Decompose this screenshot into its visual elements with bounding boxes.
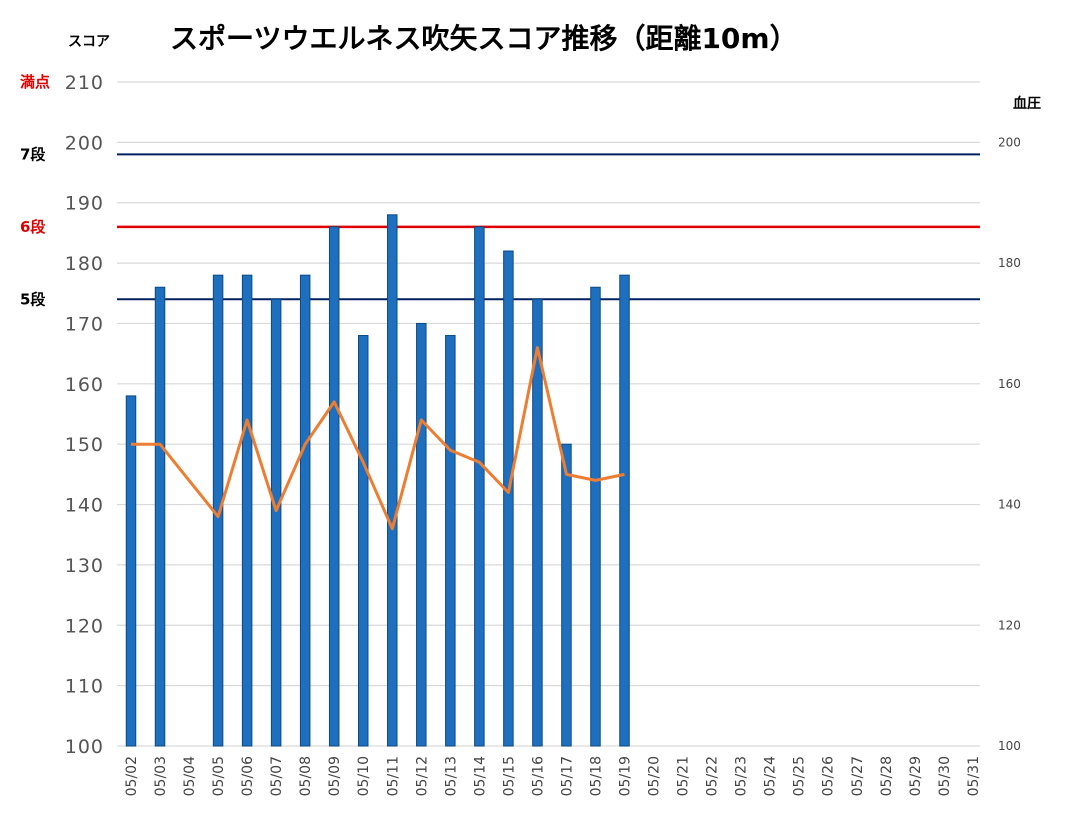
y2-tick-label: 120 xyxy=(998,618,1021,632)
reference-label: 6段 xyxy=(20,218,45,236)
x-tick-label: 05/09 xyxy=(327,756,343,796)
score-bar xyxy=(474,226,485,747)
score-bar xyxy=(590,286,601,747)
score-bar xyxy=(445,335,456,747)
right-axis-ticks: 100 120 140 160 180 200 xyxy=(998,135,1021,753)
reference-label: 5段 xyxy=(20,290,45,308)
y-tick-label: 130 xyxy=(65,555,104,577)
right-axis-title: 血圧 xyxy=(1013,95,1041,112)
x-tick-label: 05/26 xyxy=(821,756,837,796)
y-tick-label: 200 xyxy=(65,132,104,154)
score-bar xyxy=(561,443,572,747)
score-bar xyxy=(619,274,630,747)
x-tick-label: 05/15 xyxy=(501,756,517,796)
score-bar xyxy=(387,214,398,747)
left-axis-ticks: 100 110 120 130 140 150 160 170 180 190 200 210 xyxy=(65,72,104,758)
x-tick-label: 05/23 xyxy=(734,756,750,796)
x-tick-label: 05/11 xyxy=(385,756,401,796)
chart-title: スポーツウエルネス吹矢スコア推移（距離10m） xyxy=(170,22,798,55)
x-tick-label: 05/07 xyxy=(269,756,285,796)
y-tick-label: 150 xyxy=(65,434,104,456)
y-tick-label: 210 xyxy=(65,72,104,94)
x-tick-label: 05/04 xyxy=(182,756,198,796)
y-tick-label: 110 xyxy=(65,676,104,698)
y-tick-label: 190 xyxy=(65,193,104,215)
score-bar xyxy=(532,298,543,747)
score-bar xyxy=(270,298,282,747)
score-bar xyxy=(299,274,311,747)
y-tick-label: 120 xyxy=(65,615,104,637)
reference-lines: 満点 7段 6段 5段 xyxy=(20,73,980,308)
x-tick-label: 05/21 xyxy=(676,756,692,796)
x-tick-label: 05/10 xyxy=(356,756,372,796)
reference-label: 7段 xyxy=(20,145,45,163)
x-tick-label: 05/16 xyxy=(530,756,546,796)
score-bar xyxy=(503,250,514,747)
blood-pressure-series xyxy=(131,346,625,531)
y2-tick-label: 100 xyxy=(998,739,1021,753)
score-bar xyxy=(241,274,253,747)
x-tick-label: 05/30 xyxy=(937,756,953,796)
x-tick-label: 05/14 xyxy=(472,756,488,796)
y-tick-label: 170 xyxy=(65,313,104,335)
x-tick-label: 05/06 xyxy=(240,756,256,796)
x-tick-label: 05/28 xyxy=(879,756,895,796)
x-tick-label: 05/03 xyxy=(153,756,169,796)
score-bar xyxy=(328,226,340,747)
y2-tick-label: 200 xyxy=(998,135,1021,149)
x-tick-label: 05/24 xyxy=(763,756,779,796)
x-tick-label: 05/20 xyxy=(647,756,663,796)
x-tick-label: 05/13 xyxy=(443,756,459,796)
x-tick-label: 05/31 xyxy=(966,756,982,796)
x-tick-label: 05/25 xyxy=(792,756,808,796)
x-tick-label: 05/22 xyxy=(705,756,721,796)
left-axis-title: スコア xyxy=(68,34,110,50)
score-bar xyxy=(357,335,369,747)
x-tick-label: 05/08 xyxy=(298,756,314,796)
x-tick-label: 05/19 xyxy=(618,756,634,796)
x-tick-label: 05/17 xyxy=(559,756,575,796)
y2-tick-label: 140 xyxy=(998,498,1021,512)
y-tick-label: 140 xyxy=(65,495,104,517)
blood-pressure-line xyxy=(131,346,625,531)
y-tick-label: 180 xyxy=(65,253,104,275)
x-tick-label: 05/18 xyxy=(588,756,604,796)
reference-label: 満点 xyxy=(20,73,50,91)
x-tick-label: 05/27 xyxy=(850,756,866,796)
gridlines xyxy=(117,81,980,747)
score-bar xyxy=(416,322,427,747)
score-bar xyxy=(154,286,166,747)
y2-tick-label: 180 xyxy=(998,256,1021,270)
y2-tick-label: 160 xyxy=(998,377,1021,391)
score-bars xyxy=(125,214,630,747)
x-axis-ticks: 05/02 05/03 05/04 05/05 05/06 05/07 05/08 05/09… xyxy=(124,756,982,796)
y-tick-label: 100 xyxy=(65,736,104,758)
score-bar xyxy=(125,395,137,747)
x-tick-label: 05/05 xyxy=(211,756,227,796)
y-tick-label: 160 xyxy=(65,374,104,396)
x-tick-label: 05/12 xyxy=(414,756,430,796)
x-tick-label: 05/02 xyxy=(124,756,140,796)
x-tick-label: 05/29 xyxy=(908,756,924,796)
